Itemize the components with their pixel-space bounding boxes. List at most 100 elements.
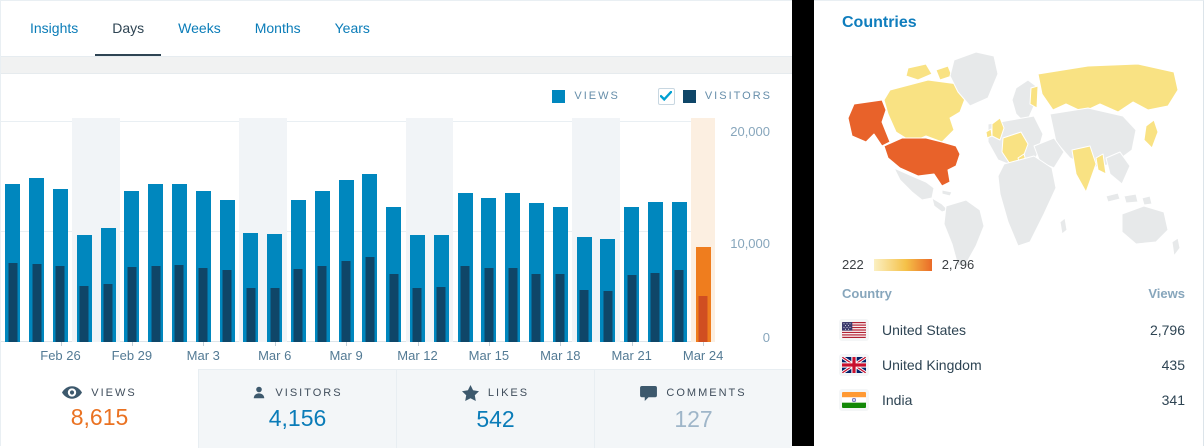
x-axis-label-mar-18: Mar 18 bbox=[540, 348, 581, 363]
visitors-bar bbox=[389, 274, 399, 342]
chart-bar-mar-11[interactable] bbox=[382, 118, 406, 342]
chart-bar-mar-5[interactable] bbox=[239, 118, 263, 342]
x-axis-tick bbox=[417, 342, 419, 346]
tab-days[interactable]: Days bbox=[95, 1, 162, 56]
map-caribbean bbox=[941, 189, 953, 197]
world-map[interactable] bbox=[814, 32, 1203, 273]
summary-label-text: VISITORS bbox=[275, 387, 343, 399]
chart-legend: VIEWS VISITORS bbox=[1, 74, 792, 118]
country-views: 2,796 bbox=[1149, 321, 1185, 338]
map-alaska bbox=[847, 99, 891, 147]
country-row-united-kingdom: United Kingdom 435 bbox=[842, 347, 1185, 382]
chart-bar-mar-2[interactable] bbox=[168, 118, 192, 342]
legend-views: VIEWS bbox=[552, 89, 619, 103]
views-bar bbox=[505, 193, 521, 342]
visitors-bar bbox=[55, 266, 65, 342]
chart-bar-mar-14[interactable] bbox=[453, 118, 477, 342]
chart-bar-feb-27[interactable] bbox=[72, 118, 96, 342]
chart-bar-mar-15[interactable] bbox=[477, 118, 501, 342]
check-icon bbox=[660, 91, 673, 101]
chart-bar-mar-18[interactable] bbox=[548, 118, 572, 342]
chart-bar-mar-10[interactable] bbox=[358, 118, 382, 342]
summary-tab-comments[interactable]: COMMENTS 127 bbox=[595, 370, 792, 448]
summary-label-likes: LIKES bbox=[461, 385, 530, 401]
visitors-bar bbox=[650, 273, 660, 342]
chart-bar-mar-1[interactable] bbox=[144, 118, 168, 342]
x-axis-tick bbox=[60, 342, 62, 346]
chart-bar-mar-20[interactable] bbox=[596, 118, 620, 342]
visitors-bar bbox=[627, 275, 637, 342]
x-axis-line bbox=[1, 341, 715, 342]
views-bar bbox=[362, 174, 378, 342]
summary-tab-likes[interactable]: LIKES 542 bbox=[397, 370, 595, 448]
map-united-kingdom bbox=[991, 117, 1005, 141]
visitors-bar bbox=[222, 270, 232, 342]
visitors-bar bbox=[579, 290, 589, 342]
map-ireland bbox=[985, 128, 993, 139]
map-southeast-asia bbox=[1105, 151, 1131, 185]
chart-bar-mar-22[interactable] bbox=[644, 118, 668, 342]
x-axis: Feb 26 Feb 29 Mar 3 Mar 6 Mar 9 Mar 12 Mar 15 M… bbox=[1, 342, 723, 369]
y-axis-label-0: 0 bbox=[762, 330, 770, 345]
summary-tab-views[interactable]: VIEWS 8,615 bbox=[1, 369, 199, 448]
chart-bar-mar-24[interactable] bbox=[691, 118, 715, 342]
map-color-scale: 222 2,796 bbox=[814, 257, 1203, 272]
summary-tab-visitors[interactable]: VISITORS 4,156 bbox=[199, 370, 397, 448]
chart-bar-mar-13[interactable] bbox=[429, 118, 453, 342]
x-axis-tick bbox=[203, 342, 205, 346]
x-axis-tick bbox=[131, 342, 133, 346]
chart-bar-mar-17[interactable] bbox=[525, 118, 549, 342]
visitors-bar bbox=[460, 266, 470, 342]
views-bar bbox=[386, 207, 402, 342]
chart-bar-mar-23[interactable] bbox=[667, 118, 691, 342]
chart-bar-mar-16[interactable] bbox=[501, 118, 525, 342]
map-japan bbox=[1143, 119, 1159, 149]
chart-bar-mar-12[interactable] bbox=[406, 118, 430, 342]
chart-bar-feb-28[interactable] bbox=[96, 118, 120, 342]
chart-bar-feb-29[interactable] bbox=[120, 118, 144, 342]
views-bar bbox=[148, 184, 164, 342]
world-map-svg[interactable] bbox=[838, 46, 1186, 268]
visitors-bar bbox=[246, 288, 256, 342]
summary-label-views: VIEWS bbox=[62, 386, 136, 399]
chart-bar-feb-25[interactable] bbox=[25, 118, 49, 342]
chart-bar-mar-9[interactable] bbox=[334, 118, 358, 342]
chart-bar-mar-19[interactable] bbox=[572, 118, 596, 342]
chart-bar-mar-6[interactable] bbox=[263, 118, 287, 342]
chart-bar-mar-3[interactable] bbox=[191, 118, 215, 342]
visitors-bar bbox=[174, 265, 184, 342]
summary-value-visitors: 4,156 bbox=[268, 405, 327, 431]
person-icon bbox=[252, 386, 266, 400]
visitors-bar bbox=[270, 288, 280, 342]
visitors-legend-label: VISITORS bbox=[704, 90, 772, 102]
visitors-checkbox[interactable] bbox=[657, 87, 675, 105]
us-flag-icon bbox=[842, 321, 866, 338]
chart-bar-feb-26[interactable] bbox=[49, 118, 73, 342]
chart-bar-feb-24[interactable] bbox=[1, 118, 25, 342]
chart-bar-mar-21[interactable] bbox=[620, 118, 644, 342]
visitors-bar bbox=[698, 296, 708, 342]
x-axis-tick bbox=[346, 342, 348, 346]
chart-plot-area bbox=[1, 118, 715, 342]
chart-bar-mar-4[interactable] bbox=[215, 118, 239, 342]
tab-years[interactable]: Years bbox=[334, 19, 370, 36]
map-new-zealand bbox=[1171, 237, 1181, 257]
visitors-bar bbox=[603, 291, 613, 342]
summary-value-comments: 127 bbox=[674, 405, 713, 432]
map-arctic-islands bbox=[905, 63, 933, 81]
tab-bar: Insights Days Weeks Months Years bbox=[1, 1, 792, 57]
tab-months[interactable]: Months bbox=[254, 19, 301, 36]
visitors-swatch bbox=[682, 89, 696, 103]
summary-value-views: 8,615 bbox=[70, 404, 129, 430]
tab-insights[interactable]: Insights bbox=[30, 19, 79, 36]
chart-bar-mar-7[interactable] bbox=[287, 118, 311, 342]
chart-bar-mar-8[interactable] bbox=[310, 118, 334, 342]
map-scandinavia bbox=[1011, 79, 1037, 125]
scale-min-value: 222 bbox=[842, 257, 864, 272]
y-axis-label-20000: 20,000 bbox=[730, 124, 770, 139]
views-bar bbox=[624, 207, 640, 342]
summary-label-text: LIKES bbox=[487, 387, 530, 399]
map-russia bbox=[1037, 63, 1179, 113]
tab-weeks[interactable]: Weeks bbox=[178, 19, 221, 36]
scale-gradient-bar bbox=[873, 258, 932, 271]
